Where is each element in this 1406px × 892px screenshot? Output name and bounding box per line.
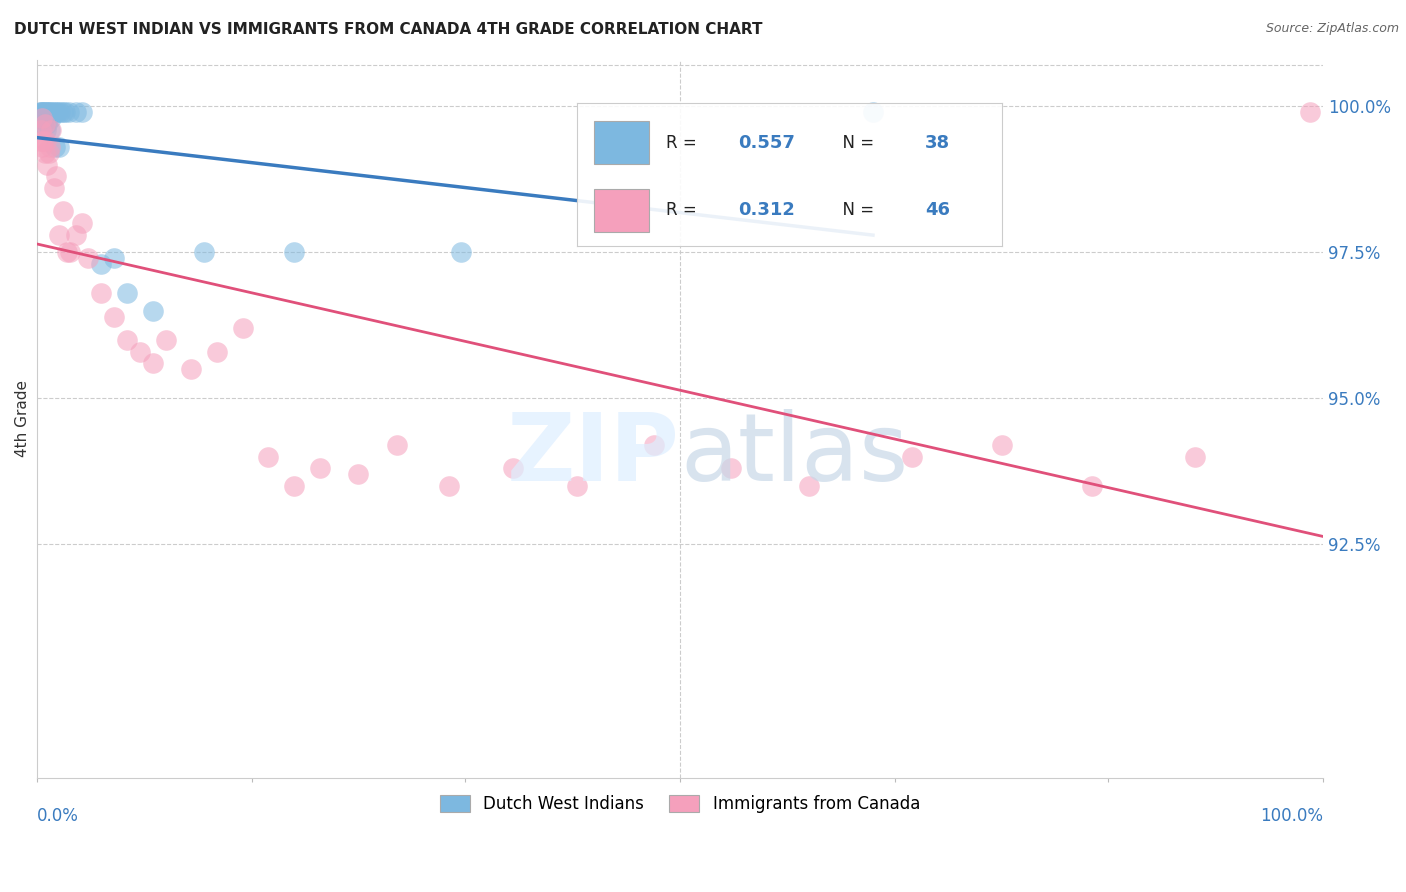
Point [31,105,53,120]
Point [37,105,59,120]
Point [155,333,177,347]
Point [34,146,56,161]
Point [48,140,70,154]
Point [35,134,58,148]
Point [115,286,138,301]
Point [34,105,56,120]
Point [37,117,59,131]
Point [59,245,82,260]
Point [180,362,202,376]
Text: 0.0%: 0.0% [37,806,79,825]
Point [39,111,62,125]
Point [45,169,67,184]
Point [142,303,165,318]
Point [862,105,884,120]
Point [103,251,125,265]
Point [65,105,87,120]
Point [38,105,60,120]
Point [49,105,72,120]
Point [283,479,305,493]
Point [70,216,93,230]
Text: Source: ZipAtlas.com: Source: ZipAtlas.com [1265,22,1399,36]
Point [37,158,59,172]
Point [30,111,52,125]
Point [52,105,75,120]
Point [42,181,65,195]
Point [32,111,55,125]
Point [205,344,228,359]
Point [450,245,472,260]
Point [90,286,112,301]
Point [193,245,215,260]
Point [309,461,332,475]
Point [103,310,125,324]
Point [30,105,52,120]
Text: DUTCH WEST INDIAN VS IMMIGRANTS FROM CANADA 4TH GRADE CORRELATION CHART: DUTCH WEST INDIAN VS IMMIGRANTS FROM CAN… [14,22,762,37]
Point [283,245,305,260]
Point [1184,450,1206,464]
Point [35,122,58,136]
Point [565,479,588,493]
Text: ZIP: ZIP [508,409,681,500]
Point [52,204,75,219]
Text: 100.0%: 100.0% [1260,806,1323,825]
Point [42,105,65,120]
Y-axis label: 4th Grade: 4th Grade [15,380,30,458]
Point [31,111,53,125]
Point [1299,105,1322,120]
Point [900,450,922,464]
Point [38,122,60,136]
Point [44,140,66,154]
Point [990,438,1012,452]
Point [77,251,100,265]
Point [35,105,58,120]
Point [257,450,280,464]
Point [32,117,55,131]
Point [797,479,820,493]
Point [128,344,150,359]
Point [55,245,77,260]
Point [65,227,87,242]
Point [41,105,63,120]
Text: atlas: atlas [681,409,908,500]
Point [385,438,408,452]
Point [90,257,112,271]
Point [232,321,254,335]
Point [31,140,53,154]
Point [502,461,524,475]
Point [38,105,60,120]
Point [46,105,69,120]
Point [720,461,742,475]
Point [115,333,138,347]
Point [45,105,67,120]
Point [34,117,56,131]
Point [38,140,60,154]
Point [437,479,460,493]
Point [31,111,53,125]
Point [28,134,51,148]
Point [643,438,665,452]
Point [53,105,76,120]
Point [32,105,55,120]
Point [142,356,165,370]
Point [38,146,60,161]
Point [30,122,52,136]
Point [39,122,62,136]
Point [32,134,55,148]
Point [347,467,370,482]
Point [28,105,51,120]
Legend: Dutch West Indians, Immigrants from Canada: Dutch West Indians, Immigrants from Cana… [433,789,927,820]
Point [48,227,70,242]
Point [34,111,56,125]
Point [70,105,93,120]
Point [58,105,80,120]
Point [1080,479,1102,493]
